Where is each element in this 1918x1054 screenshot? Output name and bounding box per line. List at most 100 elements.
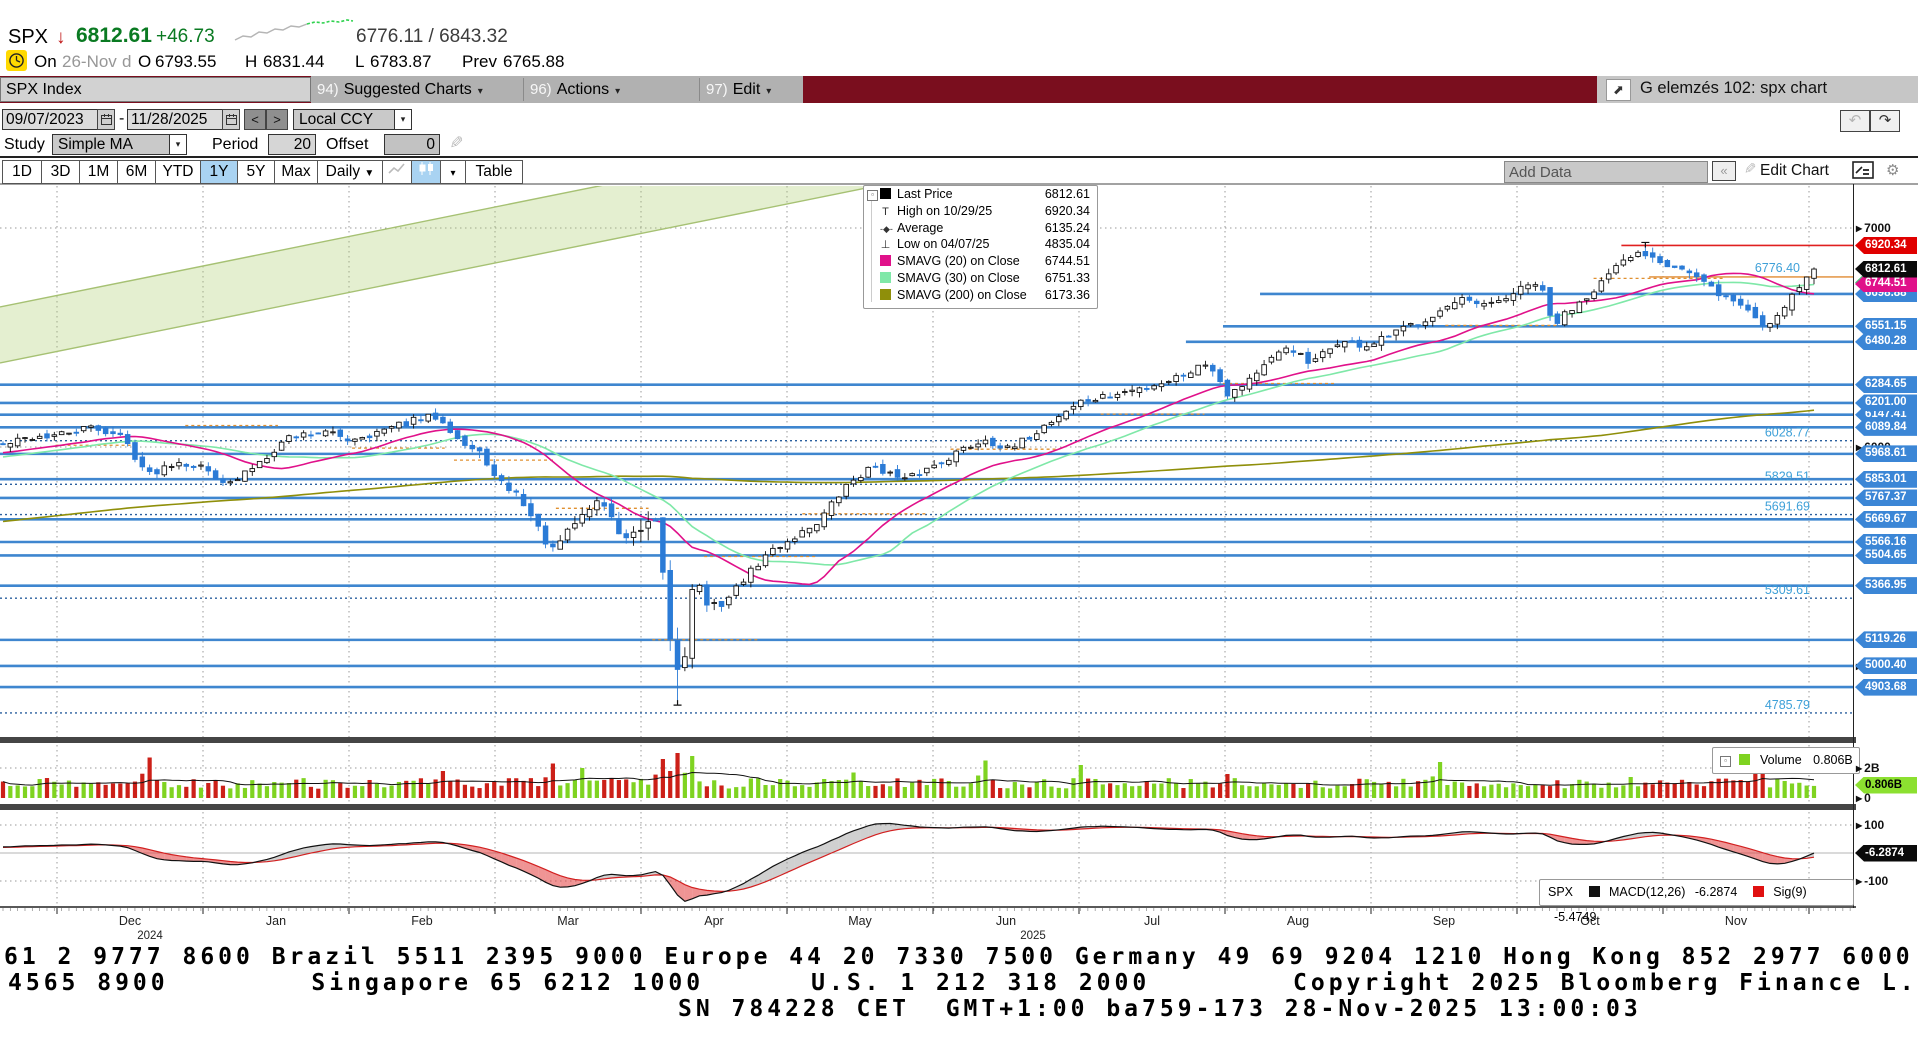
export-icon[interactable]: ⬈ — [1606, 79, 1631, 101]
range-forward-button[interactable]: > — [266, 109, 288, 130]
footer-terminal-line: SN 784228 CET GMT+1:00 ba759-173 28-Nov-… — [678, 996, 1642, 1022]
legend-row[interactable]: -◆- Average 6135.24 — [864, 220, 1097, 237]
legend-label: SMAVG (20) on Close — [897, 254, 1020, 269]
collapse-panel-button[interactable]: « — [1712, 161, 1736, 181]
svg-text:Jul: Jul — [1144, 914, 1160, 928]
svg-text:5309.61: 5309.61 — [1765, 583, 1810, 597]
legend-row[interactable]: Last Price 6812.61 — [864, 186, 1097, 203]
end-date-calendar-icon[interactable] — [222, 109, 240, 130]
clock-icon[interactable] — [6, 50, 27, 71]
level-tag-5504.65: 5504.65 — [1855, 546, 1917, 564]
footer-contact-line2: 4565 8900 Singapore 65 6212 1000 U.S. 1 … — [8, 970, 1918, 996]
legend-row[interactable]: ⊥ Low on 04/07/25 4835.04 — [864, 236, 1097, 253]
legend-value: 6135.24 — [1044, 220, 1090, 235]
tab-range-ytd[interactable]: YTD — [155, 160, 201, 184]
volume-legend-expand-icon[interactable]: ▫ — [1720, 756, 1731, 767]
low-value: 6783.87 — [370, 52, 432, 71]
annotate-pencil-icon[interactable]: ✎ — [446, 134, 466, 150]
legend-label: Low on 04/07/25 — [897, 237, 990, 252]
price-legend-box[interactable]: ▫ Last Price 6812.61 T High on 10/29/25 6920… — [863, 185, 1098, 309]
currency-select-arrow-icon[interactable]: ▾ — [394, 109, 412, 130]
legend-swatch — [880, 271, 891, 283]
tab-range-6m[interactable]: 6M — [117, 160, 156, 184]
menu-actions[interactable]: 96) Actions ▾ — [530, 81, 621, 98]
volume-legend-box[interactable]: ▫ Volume 0.806B — [1712, 747, 1860, 774]
edit-chart-button[interactable]: Edit Chart — [1760, 162, 1829, 179]
tab-range-1y[interactable]: 1Y — [200, 160, 238, 184]
chart-settings-icon[interactable] — [1852, 161, 1876, 180]
volume-current-tag: 0.806B — [1855, 776, 1917, 794]
start-date-input[interactable]: 09/07/2023 — [2, 109, 100, 130]
legend-row[interactable]: SMAVG (20) on Close 6744.51 — [864, 253, 1097, 270]
sig-value: -5.4749 — [1554, 910, 1597, 924]
tab-range-max[interactable]: Max — [274, 160, 318, 184]
end-date-input[interactable]: 11/28/2025 — [127, 109, 225, 130]
svg-text:May: May — [848, 914, 872, 928]
study-label: Study — [4, 136, 45, 153]
period-input[interactable]: 20 — [268, 134, 316, 155]
tab-range-1d[interactable]: 1D — [2, 160, 42, 184]
legend-value: 6744.51 — [1044, 254, 1090, 269]
menu-suggested-charts[interactable]: 94) Suggested Charts ▾ — [317, 81, 483, 98]
legend-swatch — [880, 288, 891, 300]
add-data-input[interactable] — [1504, 161, 1708, 183]
currency-select[interactable]: Local CCY — [293, 109, 399, 130]
level-tag-6284.65: 6284.65 — [1855, 376, 1917, 394]
period-label: Period — [212, 136, 259, 153]
legend-row[interactable]: T High on 10/29/25 6920.34 — [864, 203, 1097, 220]
volume-axis-tick-2b: ▶ 2B — [1856, 761, 1880, 775]
session-flag: d — [122, 52, 132, 71]
redo-button[interactable]: ↷ — [1870, 110, 1900, 132]
offset-input[interactable]: 0 — [384, 134, 440, 155]
menu-edit[interactable]: 97) Edit ▾ — [706, 81, 772, 98]
table-button[interactable]: Table — [465, 160, 523, 184]
legend-row[interactable]: SMAVG (200) on Close 6173.36 — [864, 287, 1097, 304]
svg-text:6776.40: 6776.40 — [1755, 261, 1800, 275]
prev-label: Prev — [462, 52, 497, 71]
svg-text:Feb: Feb — [411, 914, 433, 928]
legend-value: 6812.61 — [1044, 187, 1090, 201]
security-input[interactable] — [0, 77, 311, 102]
trend-channel — [0, 186, 880, 364]
study-select[interactable]: Simple MA — [52, 134, 174, 155]
volume-axis-tick-0: ▶ 0 — [1856, 791, 1871, 805]
command-bar: 94)Suggested Charts▾96)Actions▾97)Edit▾ … — [0, 76, 1918, 103]
gear-icon[interactable]: ⚙ — [1886, 162, 1900, 179]
svg-text:Nov: Nov — [1725, 914, 1748, 928]
sig-swatch — [1752, 886, 1764, 897]
average-marker-icon: -◆- — [880, 223, 893, 234]
chart-type-arrow-icon[interactable]: ▾ — [440, 160, 466, 184]
range-back-button[interactable]: < — [244, 109, 266, 130]
legend-value: 4835.04 — [1044, 237, 1090, 252]
legend-row[interactable]: SMAVG (30) on Close 6751.33 — [864, 270, 1097, 287]
undo-button[interactable]: ↶ — [1840, 110, 1870, 132]
level-tag-5366.95: 5366.95 — [1855, 577, 1917, 595]
study-select-arrow-icon[interactable]: ▾ — [169, 134, 187, 155]
svg-text:6028.77: 6028.77 — [1765, 426, 1810, 440]
svg-text:Jun: Jun — [996, 914, 1016, 928]
candlesticks — [0, 245, 1817, 703]
tab-range-5y[interactable]: 5Y — [237, 160, 275, 184]
price-change: +46.73 — [156, 26, 215, 47]
svg-text:Oct: Oct — [1580, 914, 1600, 928]
legend-label: Average — [897, 220, 944, 235]
tab-range-1m[interactable]: 1M — [79, 160, 118, 184]
candle-chart-type-icon[interactable] — [411, 160, 441, 184]
macd-swatch — [1588, 886, 1600, 897]
date-range-separator: - — [119, 110, 125, 127]
legend-collapse-icon[interactable]: ▫ — [867, 190, 878, 201]
axis-tick-7000: ▶ 7000 — [1856, 221, 1891, 235]
frequency-select[interactable]: Daily ▼ — [317, 160, 383, 184]
macd-legend-box[interactable]: SPX MACD(12,26) -6.2874 Sig(9) -5.4749 — [1539, 879, 1854, 924]
line-chart-type-icon[interactable] — [382, 160, 412, 184]
level-tag-5767.37: 5767.37 — [1855, 489, 1917, 507]
low-marker-icon: ⊥ — [880, 239, 891, 252]
start-date-calendar-icon[interactable] — [97, 109, 115, 130]
range-tabs: 1D 3D 1M 6M YTD 1Y 5Y Max Daily ▼ ▾ Table — [2, 160, 523, 184]
tab-range-3d[interactable]: 3D — [41, 160, 80, 184]
high-value: 6831.44 — [263, 52, 325, 71]
menu-strip: 94) Suggested Charts ▾ 96) Actions ▾ 97) Edit ▾ — [311, 76, 803, 103]
level-tag-6089.84: 6089.84 — [1855, 418, 1917, 436]
